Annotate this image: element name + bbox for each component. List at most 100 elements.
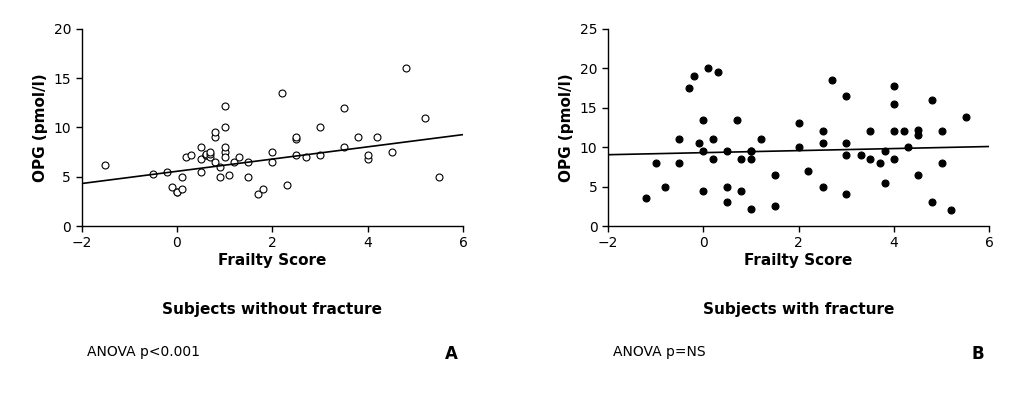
Point: [752, 136, 768, 143]
Point: [861, 128, 877, 135]
Point: [637, 195, 653, 202]
Point: [718, 183, 735, 190]
Point: [671, 159, 687, 166]
Point: [838, 140, 854, 146]
Point: [861, 156, 877, 162]
Point: [733, 187, 749, 194]
Point: [193, 169, 209, 175]
Point: [838, 191, 854, 198]
Point: [312, 124, 328, 131]
Point: [226, 159, 243, 165]
Point: [240, 173, 257, 180]
Point: [656, 183, 673, 190]
Point: [216, 154, 232, 160]
Point: [350, 134, 366, 141]
Point: [335, 104, 352, 111]
Point: [690, 140, 706, 146]
Point: [718, 148, 735, 155]
Point: [671, 136, 687, 143]
Point: [216, 124, 232, 131]
Point: [813, 140, 829, 146]
Point: [704, 136, 720, 143]
Point: [813, 183, 829, 190]
Point: [359, 156, 375, 162]
Point: [97, 162, 113, 168]
Point: [870, 159, 887, 166]
Point: [212, 164, 228, 170]
Point: [728, 116, 744, 123]
Point: [193, 144, 209, 150]
Point: [264, 159, 280, 165]
Point: [335, 144, 352, 150]
Y-axis label: OPG (pmol/l): OPG (pmol/l): [558, 73, 574, 182]
Point: [742, 156, 758, 162]
Point: [193, 156, 209, 162]
Point: [312, 152, 328, 158]
Point: [159, 169, 175, 175]
Point: [173, 173, 190, 180]
Point: [909, 132, 925, 139]
Point: [943, 207, 959, 214]
Text: Frailty Score: Frailty Score: [744, 253, 852, 268]
Point: [216, 144, 232, 150]
Point: [909, 127, 925, 133]
Point: [790, 120, 806, 127]
Point: [875, 179, 892, 186]
Point: [273, 90, 289, 96]
Point: [923, 97, 940, 103]
Point: [838, 92, 854, 99]
Point: [699, 65, 715, 72]
Point: [742, 148, 758, 155]
Point: [383, 149, 399, 155]
Point: [287, 152, 304, 158]
Point: [790, 144, 806, 150]
Point: [202, 154, 218, 160]
Point: [886, 128, 902, 135]
Point: [145, 171, 161, 177]
Point: [230, 154, 247, 160]
Point: [852, 152, 868, 158]
Point: [168, 188, 184, 195]
Point: [198, 152, 214, 158]
Point: [932, 159, 949, 166]
Point: [695, 116, 711, 123]
Y-axis label: OPG (pmol/l): OPG (pmol/l): [33, 73, 48, 182]
Point: [369, 134, 385, 141]
Point: [718, 199, 735, 206]
Point: [212, 173, 228, 180]
Text: Subjects with fracture: Subjects with fracture: [702, 302, 894, 317]
Point: [198, 151, 214, 157]
Point: [647, 159, 663, 166]
Text: ANOVA p<0.001: ANOVA p<0.001: [87, 345, 200, 359]
Point: [742, 148, 758, 155]
Point: [923, 199, 940, 206]
Point: [202, 149, 218, 155]
Point: [704, 156, 720, 162]
Point: [198, 152, 214, 158]
Point: [207, 159, 223, 165]
Point: [240, 159, 257, 165]
Point: [895, 128, 911, 135]
Point: [178, 154, 195, 160]
Point: [250, 191, 266, 198]
Point: [359, 152, 375, 158]
Point: [173, 185, 190, 192]
Point: [813, 128, 829, 135]
Point: [695, 187, 711, 194]
Point: [287, 136, 304, 143]
Point: [685, 73, 701, 79]
Text: ANOVA p=NS: ANOVA p=NS: [612, 345, 705, 359]
Point: [183, 152, 200, 158]
Point: [216, 149, 232, 155]
Point: [417, 114, 433, 121]
Text: B: B: [971, 345, 983, 363]
Point: [255, 185, 271, 192]
Point: [264, 149, 280, 155]
Point: [207, 134, 223, 141]
Point: [695, 148, 711, 155]
Point: [298, 154, 314, 160]
Point: [202, 151, 218, 157]
Point: [733, 156, 749, 162]
Point: [886, 100, 902, 107]
Point: [207, 129, 223, 136]
